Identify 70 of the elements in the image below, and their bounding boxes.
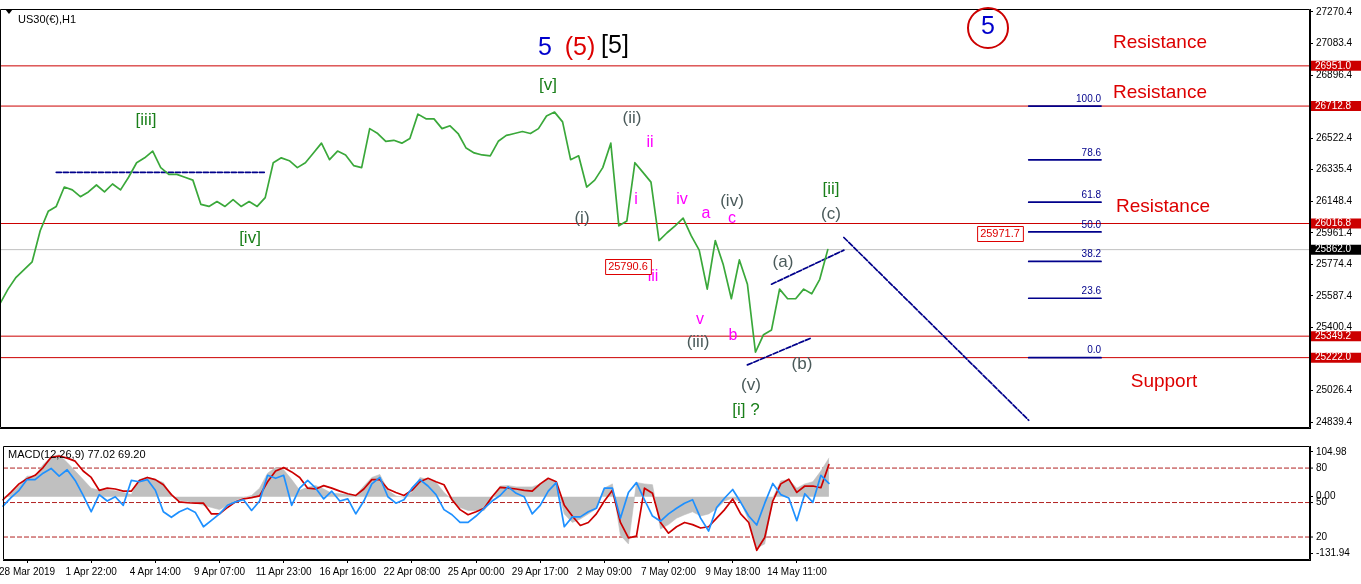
annotation: [v] bbox=[539, 74, 557, 94]
annotation: a bbox=[701, 204, 711, 222]
annotation: [iii] bbox=[135, 109, 157, 129]
x-tick-label: 11 Apr 23:00 bbox=[255, 565, 313, 577]
annotation: [5] bbox=[601, 29, 629, 58]
ref-line-label: 26712.8 bbox=[1315, 99, 1352, 111]
annotation: 5 bbox=[538, 31, 552, 60]
annotation: Resistance bbox=[1113, 31, 1207, 53]
annotation: (5) bbox=[564, 31, 596, 60]
x-tick-label: 28 Mar 2019 bbox=[0, 565, 56, 577]
y-tick-label: 24839.4 bbox=[1316, 415, 1353, 427]
x-tick-label: 25 Apr 00:00 bbox=[447, 565, 505, 577]
annotation: (i) bbox=[574, 207, 590, 227]
annotation: Resistance bbox=[1116, 195, 1210, 217]
y-tick-label: 27083.4 bbox=[1316, 37, 1353, 49]
annotation: 25790.6 bbox=[608, 260, 648, 273]
x-tick-label: 16 Apr 16:00 bbox=[319, 565, 377, 577]
y-tick-label: 25961.4 bbox=[1316, 226, 1353, 238]
chart-title: MACD(12,26,9) 77.02 69.20 bbox=[8, 448, 146, 461]
series-label: 78.6 bbox=[1081, 146, 1102, 158]
x-tick-label: 14 May 11:00 bbox=[766, 565, 828, 577]
x-tick-label: 1 Apr 22:00 bbox=[65, 565, 118, 577]
series-label: 0.0 bbox=[1087, 344, 1102, 356]
x-tick-label: 9 Apr 07:00 bbox=[193, 565, 246, 577]
y-tick-label: 26335.4 bbox=[1316, 163, 1353, 175]
series-label: 100.0 bbox=[1076, 92, 1102, 104]
y-tick-label: 25587.4 bbox=[1316, 289, 1353, 301]
annotation: 5 bbox=[981, 10, 995, 39]
series-label: 38.2 bbox=[1081, 248, 1102, 260]
y-tick-label: 26148.4 bbox=[1316, 195, 1353, 207]
x-tick-label: 22 Apr 08:00 bbox=[383, 565, 441, 577]
y-tick-label: 26522.4 bbox=[1316, 131, 1353, 143]
x-tick-label: 7 May 02:00 bbox=[641, 565, 697, 577]
y2-tick-label: 20 bbox=[1316, 530, 1328, 542]
y-tick-label: 104.98 bbox=[1316, 445, 1348, 457]
x-tick-label: 9 May 18:00 bbox=[705, 565, 761, 577]
annotation: (b) bbox=[791, 353, 813, 373]
annotation: Resistance bbox=[1113, 81, 1207, 103]
annotation: [ii] bbox=[822, 178, 840, 198]
annotation: [i] ? bbox=[732, 399, 760, 419]
y-tick-label: 26896.4 bbox=[1316, 68, 1353, 80]
series-label: 23.6 bbox=[1081, 284, 1102, 296]
ref-line-label: 25862.0 bbox=[1315, 243, 1352, 255]
annotation: (a) bbox=[772, 251, 794, 271]
x-tick-label: 4 Apr 14:00 bbox=[129, 565, 182, 577]
y2-tick-label: 80 bbox=[1316, 461, 1328, 473]
ref-line-label: 26951.0 bbox=[1315, 59, 1352, 71]
annotation: ii bbox=[646, 133, 654, 151]
annotation: (ii) bbox=[622, 107, 642, 127]
y-tick-label: -131.94 bbox=[1316, 547, 1351, 559]
annotation: v bbox=[696, 310, 704, 328]
x-tick-label: 2 May 09:00 bbox=[576, 565, 633, 577]
annotation: (iii) bbox=[686, 331, 710, 351]
annotation: (iv) bbox=[720, 190, 744, 210]
annotation: Support bbox=[1130, 370, 1198, 392]
y-tick-label: 25774.4 bbox=[1316, 258, 1353, 270]
y-tick-label: 25026.4 bbox=[1316, 384, 1353, 396]
annotation: i bbox=[634, 190, 638, 208]
ref-line-label: 25222.0 bbox=[1315, 351, 1352, 363]
series-label: 61.8 bbox=[1081, 188, 1102, 200]
annotation: c bbox=[728, 209, 736, 227]
annotation: 25971.7 bbox=[980, 227, 1020, 240]
annotation: [iv] bbox=[239, 227, 261, 247]
x-tick-label: 29 Apr 17:00 bbox=[511, 565, 570, 577]
annotation: (c) bbox=[821, 203, 841, 223]
annotation: (v) bbox=[741, 374, 761, 394]
y-tick-label: 27270.4 bbox=[1316, 5, 1353, 17]
chart-title: US30(€),H1 bbox=[18, 13, 77, 26]
ref-line-label: 26016.8 bbox=[1315, 217, 1352, 229]
annotation: iv bbox=[676, 190, 688, 208]
